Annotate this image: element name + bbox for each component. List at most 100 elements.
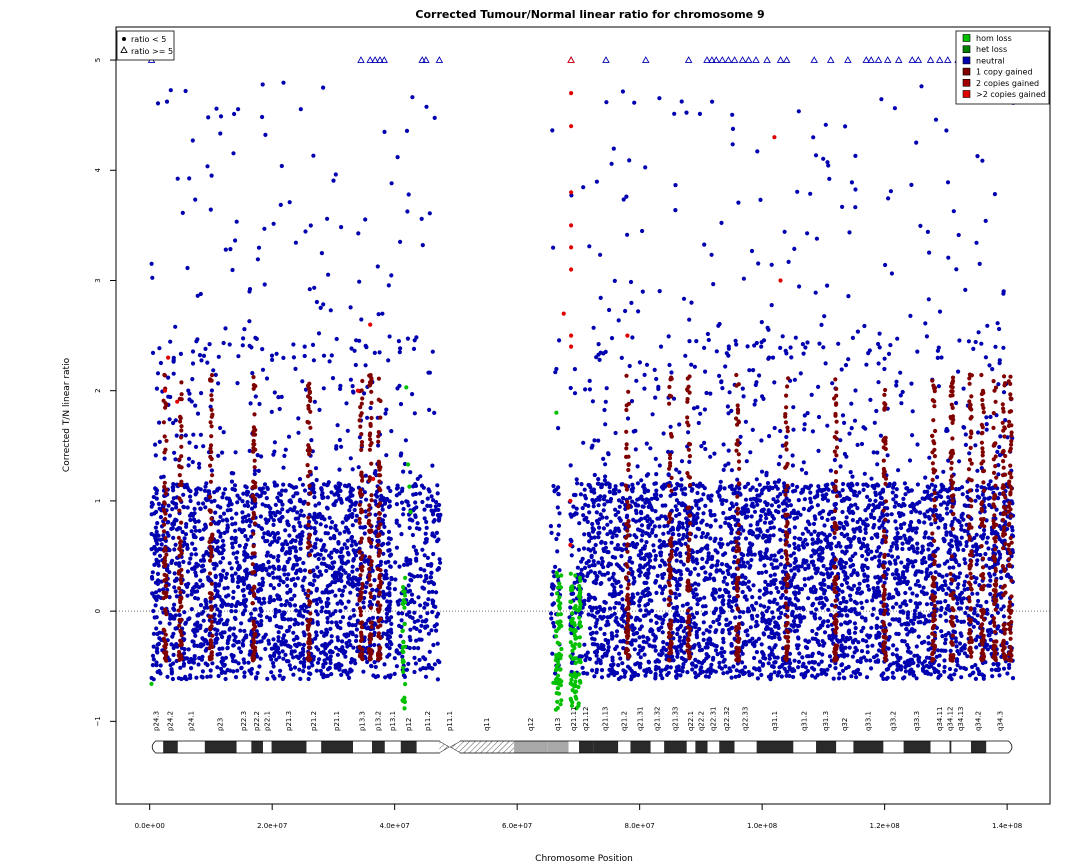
neutral-point (217, 355, 221, 359)
neutral-point (200, 536, 204, 540)
neutral-point (895, 668, 899, 672)
neutral-point (310, 549, 314, 553)
neutral-point (345, 672, 349, 676)
neutral-point (350, 539, 354, 543)
neutral-point (235, 560, 239, 564)
neutral-point (374, 493, 378, 497)
neutral-point (154, 626, 158, 630)
neutral-point (281, 466, 285, 470)
neutral-point (967, 451, 971, 455)
neutral-point (188, 518, 192, 522)
neutral-point (273, 513, 277, 517)
neutral-point (755, 477, 759, 481)
neutral-point (257, 597, 261, 601)
neutral-point (329, 526, 333, 530)
neutral-point (283, 611, 287, 615)
neutral-point (265, 615, 269, 619)
neutral-point (773, 553, 777, 557)
neutral-point (215, 628, 219, 632)
neutral-point (638, 644, 642, 648)
neutral-point (704, 604, 708, 608)
neutral-point (948, 530, 952, 534)
neutral-point (234, 571, 238, 575)
neutral-point (289, 500, 293, 504)
neutral-point (963, 611, 967, 615)
neutral-point (194, 339, 198, 343)
neutral-point (901, 676, 905, 680)
neutral-point (876, 342, 880, 346)
neutral-point (185, 594, 189, 598)
neutral-point (700, 557, 704, 561)
neutral-point (814, 607, 818, 611)
neutral-point (684, 111, 688, 115)
neutral-point (247, 319, 251, 323)
neutral-point (378, 350, 382, 354)
neutral-point (188, 676, 192, 680)
neutral-point (785, 674, 789, 678)
neutral-point (406, 503, 410, 507)
neutral-point (388, 334, 392, 338)
neutral-point (296, 416, 300, 420)
neutral-point (935, 475, 939, 479)
neutral-point (644, 540, 648, 544)
neutral-point (265, 539, 269, 543)
neutral-point (348, 582, 352, 586)
neutral-point (357, 339, 361, 343)
neutral-point (206, 115, 210, 119)
neutral-point (888, 548, 892, 552)
neutral-point (336, 423, 340, 427)
neutral-point (679, 572, 683, 576)
neutral-point (759, 345, 763, 349)
neutral-point (754, 601, 758, 605)
neutral-point (303, 568, 307, 572)
neutral-point (793, 546, 797, 550)
neutral-point (860, 554, 864, 558)
neutral-point (662, 598, 666, 602)
neutral-point (323, 652, 327, 656)
neutral-point (150, 512, 154, 516)
neutral-point (761, 664, 765, 668)
neutral-point (324, 524, 328, 528)
neutral-point (247, 669, 251, 673)
neutral-point (851, 527, 855, 531)
neutral-point (239, 621, 243, 625)
neutral-point (199, 358, 203, 362)
neutral-point (1002, 500, 1006, 504)
neutral-point (234, 609, 238, 613)
neutral-point (859, 601, 863, 605)
neutral-point (810, 393, 814, 397)
neutral-point (658, 463, 662, 467)
neutral-point (674, 553, 678, 557)
neutral-point (204, 628, 208, 632)
neutral-point (380, 312, 384, 316)
neutral-point (760, 642, 764, 646)
neutral-point (239, 650, 243, 654)
neutral-point (346, 516, 350, 520)
neutral-point (312, 526, 316, 530)
neutral-point (231, 590, 235, 594)
neutral-point (678, 583, 682, 587)
neutral-point (317, 501, 321, 505)
neutral-point (802, 545, 806, 549)
neutral-point (165, 675, 169, 679)
neutral-point (322, 557, 326, 561)
neutral-point (166, 520, 170, 524)
neutral-point (583, 658, 587, 662)
neutral-point (235, 669, 239, 673)
neutral-point (311, 343, 315, 347)
neutral-point (734, 502, 738, 506)
neutral-point (194, 491, 198, 495)
neutral-point (228, 501, 232, 505)
neutral-point (997, 445, 1001, 449)
neutral-point (246, 538, 250, 542)
neutral-point (866, 644, 870, 648)
neutral-point (945, 511, 949, 515)
neutral-point (243, 546, 247, 550)
neutral-point (172, 372, 176, 376)
neutral-point (386, 358, 390, 362)
neutral-point (265, 376, 269, 380)
neutral-point (193, 525, 197, 529)
neutral-point (420, 548, 424, 552)
neutral-point (186, 582, 190, 586)
neutral-point (963, 643, 967, 647)
